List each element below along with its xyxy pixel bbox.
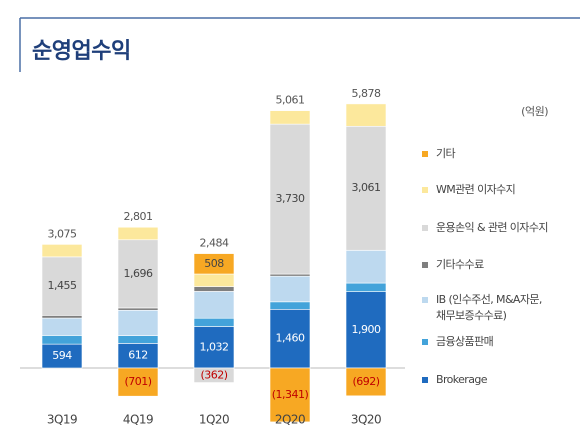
total-label: 5,878 — [352, 87, 381, 100]
value-label: 3,061 — [352, 181, 381, 194]
legend-label: 기타 — [436, 147, 456, 160]
bar-segment — [41, 315, 83, 319]
bar-segment — [41, 317, 83, 336]
value-label: 508 — [204, 257, 224, 270]
bar-segment — [345, 367, 387, 397]
bar-segment — [41, 335, 83, 345]
legend-swatch — [422, 262, 428, 268]
x-tick-label: 3Q20 — [351, 413, 381, 427]
legend-label: WM관련 이자수지 — [436, 183, 516, 196]
x-tick-label: 4Q19 — [123, 413, 153, 427]
bar-segment — [41, 244, 83, 258]
bar-segment — [117, 239, 159, 309]
value-label: (701) — [124, 375, 151, 388]
bar-segment — [117, 367, 159, 397]
bar-segment — [193, 273, 235, 287]
legend-label: 기타수수료 — [436, 258, 484, 271]
bar-segment — [269, 275, 311, 303]
legend-item: IB (인수주선, M&A자문, 채무보증수수료) — [422, 292, 554, 324]
legend-swatch — [422, 151, 428, 157]
x-tick-label: 3Q19 — [47, 413, 77, 427]
total-label: 2,801 — [124, 210, 153, 223]
value-label: 1,696 — [124, 267, 153, 280]
value-label: 1,032 — [200, 340, 229, 353]
legend-label: Brokerage — [436, 373, 488, 386]
bar-segment — [193, 317, 235, 327]
value-label: 594 — [52, 349, 72, 362]
legend-item: 기타 — [422, 146, 554, 162]
bar-segment — [117, 343, 159, 369]
legend-item: 금융상품판매 — [422, 334, 554, 350]
bar-segment — [345, 103, 387, 127]
value-label: 612 — [128, 349, 148, 362]
bar-segment — [345, 291, 387, 369]
value-label: (1,341) — [272, 388, 309, 401]
bar-segment — [117, 309, 159, 336]
bar-segment — [193, 253, 235, 275]
x-tick-label: 1Q20 — [199, 413, 229, 427]
bar-segment — [269, 309, 311, 369]
bar-segment — [193, 286, 235, 292]
bar-segment — [345, 250, 387, 284]
total-label: 3,075 — [48, 227, 77, 240]
value-label: (692) — [352, 375, 379, 388]
bar-segment — [193, 367, 235, 383]
bar-segment — [269, 123, 311, 275]
chart-title: 순영업수익 — [32, 39, 131, 64]
bar-segment — [117, 226, 159, 241]
unit-label: (억원) — [521, 105, 548, 118]
legend-swatch — [422, 187, 428, 193]
legend-label: 운용손익 & 관련 이자수지 — [436, 221, 548, 234]
bar-segment — [269, 273, 311, 277]
total-label: 5,061 — [276, 94, 305, 107]
legend-item: 기타수수료 — [422, 257, 554, 273]
legend-item: 운용손익 & 관련 이자수지 — [422, 220, 554, 236]
legend-swatch — [422, 377, 428, 383]
x-tick-label: 2Q20 — [275, 413, 305, 427]
value-label: 1,455 — [48, 279, 77, 292]
value-label: 1,460 — [276, 332, 305, 345]
bar-segment — [345, 282, 387, 292]
value-label: 1,900 — [352, 323, 381, 336]
legend-swatch — [422, 339, 428, 345]
legend-label: 금융상품판매 — [436, 335, 494, 348]
legend-swatch — [422, 225, 428, 231]
bar-segment — [193, 326, 235, 369]
bar-segment — [117, 335, 159, 344]
bar-segment — [41, 256, 83, 316]
legend-swatch — [422, 297, 428, 303]
legend-label: IB (인수주선, M&A자문, 채무보증수수료) — [436, 293, 542, 322]
value-label: 3,730 — [276, 192, 305, 205]
bar-segment — [269, 110, 311, 125]
bar-segment — [269, 367, 311, 423]
bar-segment — [269, 301, 311, 310]
total-label: 2,484 — [200, 237, 229, 250]
bar-segment — [345, 125, 387, 250]
bar-segment — [193, 291, 235, 319]
bar-segment — [117, 307, 159, 311]
legend-item: WM관련 이자수지 — [422, 182, 554, 198]
legend-item: Brokerage — [422, 372, 554, 388]
value-label: (362) — [200, 368, 227, 381]
